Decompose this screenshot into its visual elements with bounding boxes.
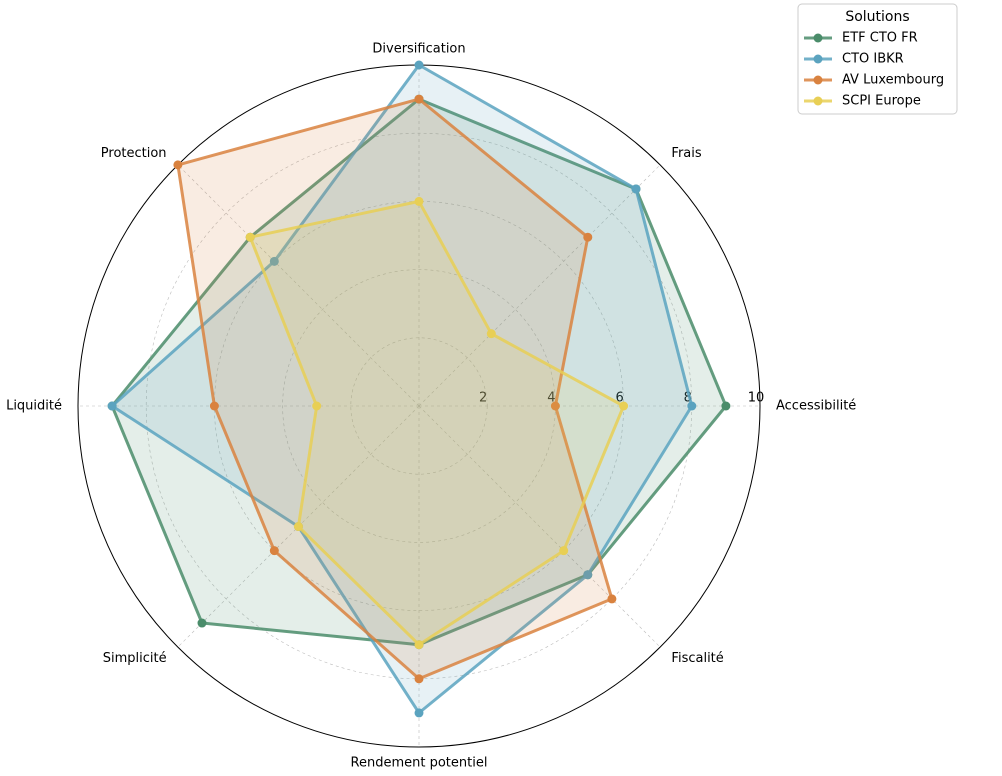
series-marker (312, 401, 322, 411)
r-tick-label: 4 (547, 391, 555, 406)
series-marker (414, 708, 424, 718)
series-area (112, 99, 726, 645)
category-label: Fiscalité (671, 651, 723, 666)
series-marker (414, 60, 424, 70)
series-marker (173, 160, 183, 170)
series-marker (414, 640, 424, 650)
legend-label: SCPI Europe (842, 94, 921, 109)
category-label: Diversification (372, 42, 465, 57)
legend-marker (813, 75, 823, 85)
series-marker (687, 401, 697, 411)
category-label: Frais (671, 146, 701, 161)
series-marker (583, 570, 593, 580)
series-marker (607, 594, 617, 604)
category-label: Liquidité (6, 399, 62, 414)
category-label: Simplicité (103, 651, 167, 666)
series-area (250, 201, 624, 645)
category-label: Protection (101, 146, 167, 161)
series-marker (209, 401, 219, 411)
legend-label: AV Luxembourg (842, 73, 944, 88)
series-marker (293, 522, 303, 532)
r-tick-label: 10 (748, 391, 765, 406)
legend-marker (813, 54, 823, 64)
r-tick-label: 8 (684, 391, 692, 406)
spoke (418, 405, 661, 648)
legend-marker (813, 96, 823, 106)
series-marker (559, 546, 569, 556)
series-marker (631, 184, 641, 194)
category-label: Rendement potentiel (351, 756, 488, 771)
series-marker (269, 546, 279, 556)
series-marker (550, 401, 560, 411)
series-marker (107, 401, 117, 411)
r-tick-label: 2 (479, 391, 487, 406)
series-marker (414, 674, 424, 684)
spoke (418, 164, 661, 407)
series-marker (197, 618, 207, 628)
series-marker (619, 401, 629, 411)
legend-label: ETF CTO FR (842, 31, 918, 46)
category-label: Accessibilité (776, 399, 856, 414)
legend-title: Solutions (845, 9, 909, 25)
series-marker (486, 329, 496, 339)
legend-label: CTO IBKR (842, 52, 904, 67)
legend-box (797, 3, 958, 115)
series-marker (245, 232, 255, 242)
r-tick-label: 6 (615, 391, 623, 406)
series-marker (414, 196, 424, 206)
series-marker (721, 401, 731, 411)
spoke (177, 164, 420, 407)
legend-marker (813, 33, 823, 43)
series-marker (414, 94, 424, 104)
series-area (177, 99, 612, 679)
series-marker (269, 256, 279, 266)
series-area (112, 65, 692, 713)
series-marker (583, 232, 593, 242)
